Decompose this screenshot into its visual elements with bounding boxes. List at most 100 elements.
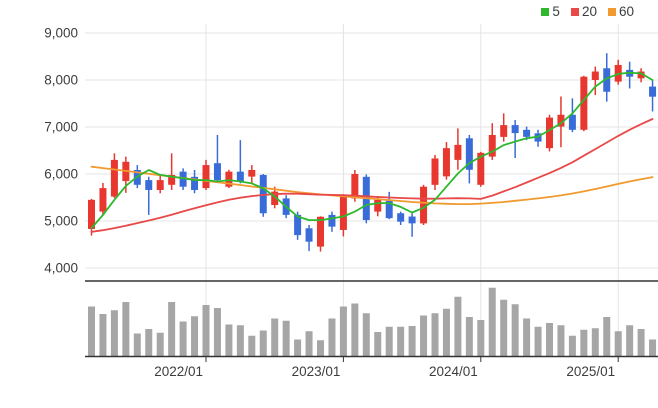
- volume-bar: [511, 304, 519, 356]
- legend-ma20[interactable]: 20: [570, 4, 597, 19]
- volume-bar: [133, 333, 141, 356]
- volume-bar: [591, 328, 599, 356]
- volume-bar: [626, 325, 634, 356]
- volume-bar: [317, 340, 324, 356]
- y-axis-label: 9,000: [44, 26, 78, 41]
- volume-bar: [88, 306, 95, 356]
- volume-bar: [500, 299, 508, 356]
- volume-bar: [236, 325, 244, 356]
- candle-down: [179, 171, 187, 187]
- candle-up: [317, 216, 324, 247]
- candle-up: [546, 117, 553, 149]
- volume-bar: [431, 313, 439, 356]
- volume-bar: [580, 329, 588, 356]
- x-axis-label: 2022/01: [154, 364, 203, 379]
- candle-up: [637, 71, 645, 79]
- legend-ma60[interactable]: 60: [607, 4, 634, 19]
- volume-bar: [225, 324, 233, 356]
- volume-bar: [328, 318, 336, 356]
- volume-bar: [397, 326, 405, 356]
- volume-bar: [305, 331, 313, 356]
- y-axis-label: 8,000: [44, 73, 78, 88]
- volume-bar: [637, 329, 645, 356]
- volume-bar: [259, 330, 267, 356]
- volume-bar: [603, 317, 611, 356]
- candle-up: [500, 125, 508, 137]
- candle-up: [580, 76, 588, 130]
- candle-down: [385, 200, 393, 219]
- volume-bar: [477, 320, 485, 356]
- ma20-line: [90, 118, 654, 233]
- volume-bar: [523, 318, 531, 356]
- candle-down: [603, 68, 611, 92]
- legend-ma5-label: 5: [552, 4, 560, 19]
- candle-down: [568, 114, 576, 130]
- y-axis-label: 4,000: [44, 261, 78, 276]
- volume-bar: [442, 308, 450, 356]
- candle-down: [213, 163, 221, 181]
- volume-bar: [202, 305, 210, 356]
- volume-bar: [408, 326, 416, 356]
- volume-bar: [488, 287, 496, 356]
- candle-up: [156, 180, 164, 190]
- candle-down: [523, 129, 531, 137]
- candle-up: [477, 152, 485, 185]
- candle-down: [511, 125, 519, 134]
- candle-up: [168, 174, 176, 185]
- volume-bar: [420, 315, 428, 356]
- volume-bar: [568, 335, 576, 356]
- volume-bar: [649, 339, 657, 356]
- candle-down: [145, 180, 153, 190]
- candle-down: [328, 214, 336, 227]
- candle-up: [557, 114, 565, 127]
- candle-up: [374, 199, 382, 212]
- volume-bar: [351, 303, 359, 356]
- legend-ma20-label: 20: [581, 4, 597, 19]
- volume-bar: [168, 302, 176, 356]
- candle-up: [99, 188, 107, 212]
- candle-down: [236, 171, 244, 182]
- volume-bar: [213, 308, 221, 356]
- candle-down: [397, 213, 405, 222]
- legend-ma60-label: 60: [618, 4, 634, 19]
- volume-bar: [374, 332, 382, 356]
- candle-down: [294, 214, 302, 236]
- volume-bar: [191, 316, 199, 356]
- volume-bar: [557, 325, 565, 356]
- y-axis-label: 7,000: [44, 120, 78, 135]
- x-axis-label: 2025/01: [566, 364, 615, 379]
- candle-up: [248, 170, 256, 177]
- candle-up: [442, 148, 450, 177]
- volume-bar: [546, 323, 553, 356]
- candle-up: [110, 159, 118, 197]
- volume-bar: [465, 317, 473, 356]
- candle-up: [88, 199, 95, 229]
- volume-bar: [271, 318, 279, 356]
- candle-down: [649, 86, 657, 97]
- ma60-swatch-icon: [607, 7, 616, 16]
- candle-up: [202, 165, 210, 189]
- volume-bar: [339, 306, 347, 356]
- volume-bar: [534, 326, 542, 356]
- candle-up: [420, 186, 428, 224]
- candle-down: [408, 216, 416, 224]
- candle-down: [305, 228, 313, 242]
- x-axis-label: 2024/01: [429, 364, 478, 379]
- volume-bar: [362, 313, 370, 356]
- volume-bar: [282, 320, 290, 356]
- volume-bar: [248, 335, 256, 356]
- ma20-swatch-icon: [570, 7, 579, 16]
- legend-ma5[interactable]: 5: [541, 5, 560, 19]
- candle-up: [454, 144, 462, 160]
- volume-bar: [294, 339, 302, 356]
- candle-up: [225, 171, 233, 187]
- candle-up: [351, 174, 359, 199]
- ma-legend: 5 20 60: [541, 5, 634, 19]
- candle-up: [339, 196, 347, 230]
- volume-bar: [179, 321, 187, 356]
- volume-bar: [454, 296, 462, 356]
- y-axis-label: 6,000: [44, 167, 78, 182]
- ma5-line: [90, 71, 654, 230]
